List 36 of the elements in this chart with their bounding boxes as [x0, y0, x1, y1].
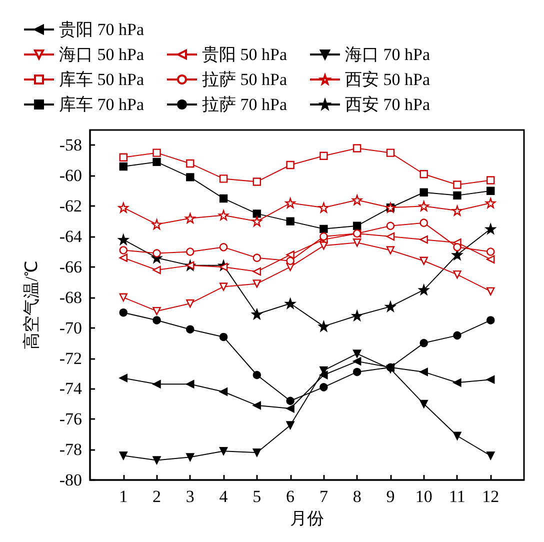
- x-tick-label: 3: [186, 487, 194, 506]
- y-tick-label: -62: [59, 196, 82, 216]
- x-tick-label: 2: [152, 487, 162, 506]
- legend-label: 拉萨 70 hPa: [202, 95, 288, 114]
- x-tick-label: 1: [119, 487, 128, 506]
- legend-label: 西安 70 hPa: [345, 95, 430, 114]
- y-tick-label: -74: [59, 379, 82, 398]
- y-tick-label: -58: [59, 136, 82, 155]
- legend-label: 贵阳 50 hPa: [202, 45, 288, 64]
- x-tick-label: 4: [219, 487, 228, 506]
- legend-label: 库车 70 hPa: [59, 95, 144, 114]
- y-tick-label: -70: [59, 318, 82, 338]
- x-tick-label: 6: [286, 487, 295, 506]
- y-tick-label: -66: [59, 257, 82, 276]
- y-tick-label: -72: [59, 348, 82, 368]
- x-tick-label: 7: [319, 487, 328, 506]
- legend-label: 拉萨 50 hPa: [202, 70, 288, 89]
- x-tick-label: 10: [415, 487, 432, 506]
- y-tick-label: -80: [59, 470, 82, 490]
- y-tick-label: -76: [59, 410, 82, 429]
- x-tick-label: 8: [352, 487, 362, 506]
- x-tick-label: 12: [482, 487, 500, 506]
- legend-label: 西安 50 hPa: [345, 70, 430, 89]
- y-tick-label: -60: [59, 166, 82, 186]
- legend-label: 海口 50 hPa: [59, 45, 144, 64]
- x-axis-title: 月份: [290, 509, 324, 528]
- y-tick-label: -64: [59, 227, 82, 246]
- x-tick-label: 5: [252, 487, 262, 506]
- y-axis-title: 高空气温/℃: [22, 260, 41, 350]
- legend-label: 贵阳 70 hPa: [59, 20, 144, 39]
- y-tick-label: -68: [59, 288, 82, 307]
- legend-label: 库车 50 hPa: [59, 70, 144, 89]
- legend-label: 海口 70 hPa: [345, 45, 430, 64]
- x-tick-label: 11: [449, 487, 466, 506]
- x-tick-label: 9: [386, 487, 395, 506]
- y-tick-label: -78: [59, 440, 82, 460]
